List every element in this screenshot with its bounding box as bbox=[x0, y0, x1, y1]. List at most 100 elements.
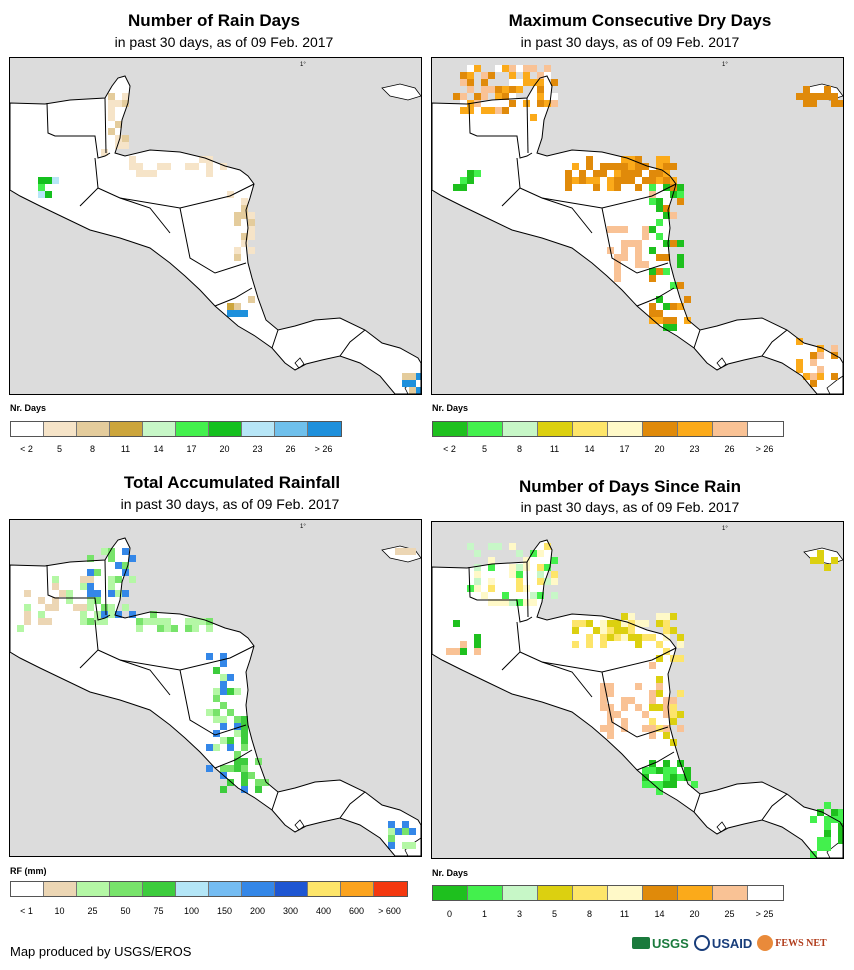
data-cell bbox=[642, 620, 649, 627]
data-cell bbox=[52, 177, 59, 184]
legend-tick-label: 10 bbox=[54, 906, 65, 916]
data-cell bbox=[227, 737, 234, 744]
data-cell bbox=[460, 93, 467, 100]
data-cell bbox=[474, 564, 481, 571]
data-cell bbox=[80, 618, 87, 625]
data-cell bbox=[136, 163, 143, 170]
data-cell bbox=[17, 625, 24, 632]
data-cell bbox=[129, 156, 136, 163]
data-cell bbox=[241, 765, 248, 772]
data-cell bbox=[621, 613, 628, 620]
panel-3-map-svg: 1° bbox=[10, 524, 421, 856]
data-cell bbox=[544, 72, 551, 79]
data-cell bbox=[593, 177, 600, 184]
data-cell bbox=[241, 310, 248, 317]
legend-tick-label: 300 bbox=[282, 906, 299, 916]
data-cell bbox=[684, 296, 691, 303]
partner-logos: USGS USAID FEWS NET bbox=[632, 930, 846, 956]
data-cell bbox=[635, 170, 642, 177]
data-cell bbox=[516, 585, 523, 592]
legend-swatch bbox=[176, 422, 209, 436]
data-cell bbox=[537, 72, 544, 79]
data-cell bbox=[670, 613, 677, 620]
data-cell bbox=[677, 690, 684, 697]
data-cell bbox=[537, 100, 544, 107]
data-cell bbox=[516, 79, 523, 86]
data-cell bbox=[803, 100, 810, 107]
data-cell bbox=[213, 709, 220, 716]
data-cell bbox=[656, 233, 663, 240]
data-cell bbox=[614, 627, 621, 634]
legend-tick-label: < 1 bbox=[20, 906, 33, 916]
country-border bbox=[693, 793, 701, 813]
data-cell bbox=[108, 107, 115, 114]
data-cell bbox=[523, 564, 530, 571]
data-cell bbox=[241, 730, 248, 737]
data-cell bbox=[803, 86, 810, 93]
data-cell bbox=[467, 65, 474, 72]
legend-tick-label: 20 bbox=[219, 444, 230, 454]
data-cell bbox=[213, 716, 220, 723]
legend-swatch bbox=[608, 422, 643, 436]
data-cell bbox=[642, 177, 649, 184]
data-cell bbox=[80, 611, 87, 618]
data-cell bbox=[516, 564, 523, 571]
data-cell bbox=[663, 184, 670, 191]
data-cell bbox=[248, 226, 255, 233]
data-cell bbox=[474, 648, 481, 655]
panel-2-legend bbox=[432, 421, 784, 437]
legend-swatch bbox=[308, 422, 341, 436]
data-cell bbox=[502, 86, 509, 93]
data-cell bbox=[537, 86, 544, 93]
data-cell bbox=[831, 93, 838, 100]
legend-swatch bbox=[573, 422, 608, 436]
legend-swatch bbox=[77, 422, 110, 436]
data-cell bbox=[143, 618, 150, 625]
country-border bbox=[519, 651, 593, 698]
data-cell bbox=[621, 697, 628, 704]
data-cell bbox=[234, 730, 241, 737]
data-cell bbox=[488, 543, 495, 550]
country-border bbox=[214, 749, 253, 769]
data-cell bbox=[488, 578, 495, 585]
data-cell bbox=[817, 550, 824, 557]
legend-swatch bbox=[209, 882, 242, 896]
data-cell bbox=[663, 620, 670, 627]
data-cell bbox=[241, 212, 248, 219]
data-cell bbox=[663, 732, 670, 739]
data-cell bbox=[803, 373, 810, 380]
data-cell bbox=[509, 86, 516, 93]
data-cell bbox=[649, 317, 656, 324]
usaid-logo: USAID bbox=[693, 935, 752, 951]
data-cell bbox=[628, 613, 635, 620]
data-cell bbox=[677, 774, 684, 781]
data-cell bbox=[663, 317, 670, 324]
data-cell bbox=[607, 634, 614, 641]
data-cell bbox=[220, 737, 227, 744]
data-cell bbox=[94, 569, 101, 576]
panel-2-subtitle: in past 30 days, as of 09 Feb. 2017 bbox=[520, 34, 740, 50]
data-cell bbox=[409, 828, 416, 835]
legend-swatch bbox=[503, 886, 538, 900]
data-cell bbox=[635, 247, 642, 254]
data-cell bbox=[796, 93, 803, 100]
data-cell bbox=[810, 816, 817, 823]
data-cell bbox=[663, 774, 670, 781]
data-cell bbox=[523, 585, 530, 592]
data-cell bbox=[635, 634, 642, 641]
data-cell bbox=[572, 627, 579, 634]
data-cell bbox=[467, 177, 474, 184]
data-cell bbox=[122, 604, 129, 611]
country-border bbox=[636, 287, 675, 307]
country-border bbox=[339, 329, 366, 357]
data-cell bbox=[495, 93, 502, 100]
data-cell bbox=[635, 156, 642, 163]
data-cell bbox=[635, 261, 642, 268]
data-cell bbox=[388, 821, 395, 828]
legend-swatch bbox=[468, 886, 503, 900]
data-cell bbox=[220, 702, 227, 709]
data-cell bbox=[509, 65, 516, 72]
data-cell bbox=[810, 380, 817, 387]
data-cell bbox=[642, 725, 649, 732]
data-cell bbox=[101, 618, 108, 625]
